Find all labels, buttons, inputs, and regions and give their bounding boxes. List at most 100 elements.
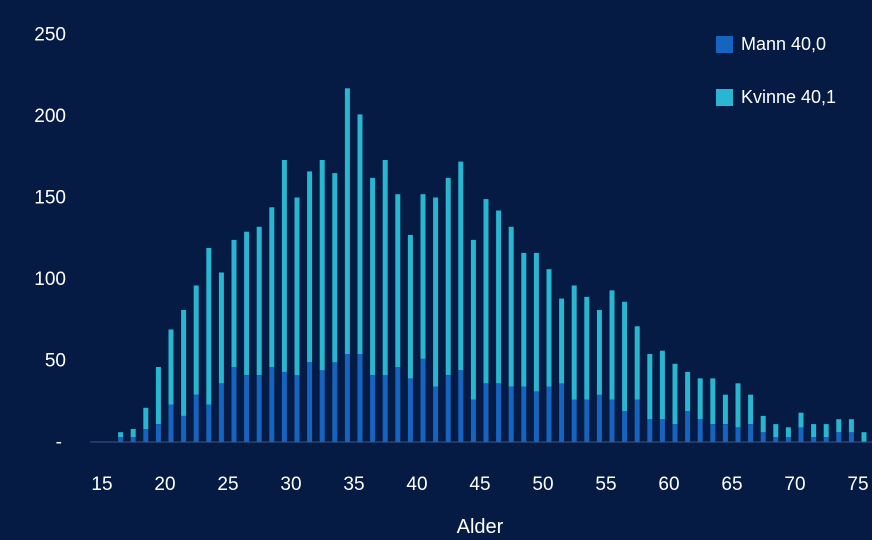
bar-kvinne-29 — [281, 160, 287, 372]
bar-mann-63 — [710, 424, 716, 442]
bar-mann-21 — [181, 415, 187, 442]
bar-kvinne-69 — [785, 427, 791, 438]
bar-mann-31 — [307, 362, 313, 442]
bar-kvinne-59 — [659, 350, 665, 420]
x-tick-label: 20 — [154, 474, 175, 495]
bar-kvinne-43 — [458, 161, 464, 371]
bar-mann-46 — [496, 383, 502, 442]
bar-kvinne-21 — [181, 310, 187, 416]
bar-mann-34 — [344, 354, 350, 442]
bar-kvinne-18 — [143, 407, 149, 429]
legend-swatch-mann — [716, 35, 733, 53]
bar-mann-37 — [382, 375, 388, 442]
bar-mann-41 — [433, 386, 439, 442]
bar-mann-53 — [584, 399, 590, 442]
bar-mann-47 — [508, 386, 514, 442]
bar-kvinne-42 — [445, 177, 451, 376]
legend-label-mann: Mann 40,0 — [741, 33, 827, 54]
y-tick-label: 50 — [45, 351, 66, 372]
legend: Mann 40,0 Kvinne 40,1 — [716, 30, 836, 136]
bar-kvinne-47 — [508, 226, 514, 387]
bar-kvinne-65 — [735, 383, 741, 428]
bar-mann-43 — [458, 370, 464, 442]
bar-kvinne-50 — [546, 269, 552, 387]
x-tick-label: 70 — [784, 474, 805, 495]
bar-mann-62 — [697, 419, 703, 442]
bar-kvinne-45 — [483, 199, 489, 384]
bar-mann-30 — [294, 375, 300, 442]
bar-mann-67 — [760, 432, 766, 442]
bar-kvinne-51 — [559, 298, 565, 384]
bar-mann-38 — [395, 367, 401, 442]
legend-item-kvinne: Kvinne 40,1 — [716, 83, 836, 111]
x-tick-label: 35 — [343, 474, 364, 495]
bar-mann-74 — [848, 432, 854, 442]
bar-mann-19 — [155, 424, 161, 442]
y-tick-label: 250 — [34, 25, 66, 46]
bar-kvinne-54 — [596, 310, 602, 395]
bar-mann-45 — [483, 383, 489, 442]
bar-kvinne-68 — [773, 424, 779, 438]
bar-kvinne-31 — [307, 171, 313, 363]
bar-mann-55 — [609, 399, 615, 442]
bar-kvinne-75 — [861, 432, 867, 442]
bar-mann-35 — [357, 354, 363, 442]
bar-mann-48 — [521, 386, 527, 442]
y-axis-ticks: - 50 100 150 200 250 — [34, 25, 66, 454]
bar-kvinne-33 — [332, 173, 338, 363]
legend-swatch-kvinne — [716, 88, 733, 106]
bar-mann-42 — [445, 375, 451, 442]
bar-kvinne-40 — [420, 194, 426, 359]
x-tick-label: 40 — [406, 474, 427, 495]
bar-mann-54 — [596, 394, 602, 442]
bar-kvinne-35 — [357, 114, 363, 355]
bar-kvinne-20 — [168, 329, 174, 405]
bar-kvinne-71 — [811, 424, 817, 438]
bar-kvinne-62 — [697, 378, 703, 420]
y-tick-label: 100 — [34, 269, 66, 290]
bar-mann-39 — [407, 378, 413, 442]
bar-kvinne-26 — [244, 231, 250, 376]
bar-mann-59 — [659, 419, 665, 442]
bar-kvinne-41 — [433, 197, 439, 387]
y-tick-label: 150 — [34, 188, 66, 209]
bar-kvinne-56 — [622, 301, 628, 411]
bar-kvinne-46 — [496, 210, 502, 384]
bar-kvinne-67 — [760, 415, 766, 433]
bar-kvinne-17 — [130, 429, 136, 438]
bar-mann-51 — [559, 383, 565, 442]
bar-mann-60 — [672, 424, 678, 442]
x-tick-label: 50 — [532, 474, 553, 495]
bar-kvinne-28 — [269, 207, 275, 367]
bar-kvinne-16 — [118, 432, 124, 438]
bar-kvinne-30 — [294, 197, 300, 376]
bar-mann-64 — [722, 424, 728, 442]
bar-kvinne-61 — [685, 371, 691, 411]
bar-mann-56 — [622, 411, 628, 442]
bar-mann-68 — [773, 437, 779, 442]
bar-kvinne-25 — [231, 239, 237, 367]
bar-kvinne-38 — [395, 194, 401, 367]
bar-mann-36 — [370, 375, 376, 442]
bar-kvinne-36 — [370, 177, 376, 376]
bar-mann-18 — [143, 429, 149, 442]
x-axis-title: Alder — [457, 516, 504, 538]
legend-item-mann: Mann 40,0 — [716, 30, 836, 58]
bar-mann-17 — [130, 437, 136, 442]
bar-kvinne-52 — [571, 285, 577, 400]
bar-mann-52 — [571, 399, 577, 442]
bar-mann-65 — [735, 427, 741, 442]
y-tick-label: 200 — [34, 106, 66, 127]
bar-kvinne-27 — [256, 226, 262, 376]
bar-kvinne-49 — [533, 252, 539, 392]
bar-mann-32 — [319, 370, 325, 442]
bar-mann-70 — [798, 427, 804, 442]
bar-kvinne-32 — [319, 160, 325, 371]
bar-kvinne-73 — [836, 419, 842, 433]
bar-kvinne-19 — [155, 367, 161, 424]
bar-mann-24 — [218, 383, 224, 442]
bar-mann-33 — [332, 362, 338, 442]
bar-mann-50 — [546, 386, 552, 442]
bar-mann-72 — [823, 437, 829, 442]
